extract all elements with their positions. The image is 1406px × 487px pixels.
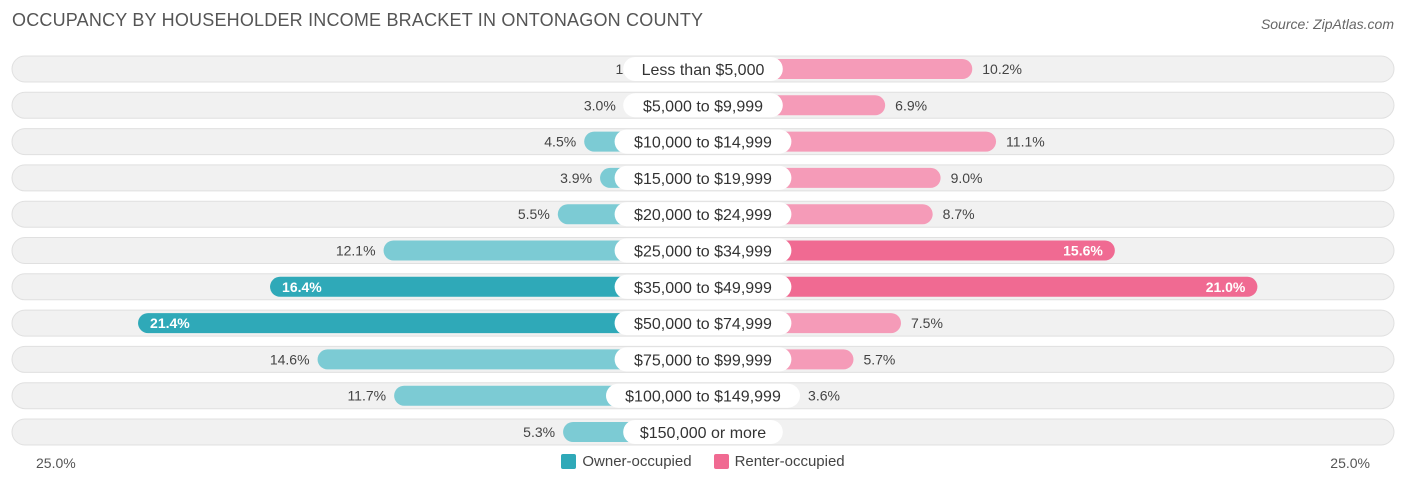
category-label: $50,000 to $74,999 bbox=[634, 316, 772, 333]
renter-value-label: 3.6% bbox=[808, 388, 840, 404]
owner-bar bbox=[270, 276, 703, 297]
legend-label-renter: Renter-occupied bbox=[734, 453, 845, 470]
legend-swatch-owner bbox=[561, 454, 577, 469]
category-label: $35,000 to $49,999 bbox=[634, 280, 772, 297]
category-pill bbox=[614, 347, 792, 372]
category-pill bbox=[614, 129, 792, 154]
owner-bar bbox=[138, 313, 704, 334]
renter-value-label: 15.6% bbox=[1063, 243, 1103, 259]
category-pill bbox=[614, 165, 792, 190]
category-label: Less than $5,000 bbox=[642, 62, 765, 79]
diverging-bar-chart: 1.8%10.2%Less than $5,0003.0%6.9%$5,000 … bbox=[11, 55, 1395, 446]
chart-title: OCCUPANCY BY HOUSEHOLDER INCOME BRACKET … bbox=[12, 10, 704, 30]
category-label: $15,000 to $19,999 bbox=[634, 171, 772, 188]
legend-swatch-renter bbox=[713, 454, 729, 469]
category-pill bbox=[623, 93, 783, 118]
owner-value-label: 5.5% bbox=[518, 206, 550, 222]
renter-value-label: 9.0% bbox=[951, 170, 983, 186]
category-label: $5,000 to $9,999 bbox=[643, 98, 763, 115]
category-pill bbox=[614, 311, 792, 336]
renter-value-label: 6.9% bbox=[895, 97, 927, 113]
owner-value-label: 3.0% bbox=[584, 97, 616, 113]
category-pill bbox=[623, 420, 783, 444]
category-pill bbox=[623, 57, 783, 81]
owner-value-label: 4.5% bbox=[544, 134, 576, 150]
renter-value-label: 8.7% bbox=[943, 206, 975, 222]
category-label: $25,000 to $34,999 bbox=[634, 244, 772, 261]
category-label: $150,000 or more bbox=[640, 425, 766, 442]
owner-value-label: 3.9% bbox=[560, 170, 592, 186]
legend-label-owner: Owner-occupied bbox=[582, 453, 692, 470]
owner-value-label: 21.4% bbox=[150, 315, 190, 331]
owner-value-label: 5.3% bbox=[523, 424, 555, 440]
renter-bar bbox=[703, 240, 1115, 261]
axis-max-label: 25.0% bbox=[1330, 455, 1370, 471]
renter-value-label: 7.5% bbox=[911, 315, 943, 331]
renter-value-label: 5.7% bbox=[863, 351, 895, 367]
owner-value-label: 11.7% bbox=[347, 388, 386, 404]
renter-value-label: 10.2% bbox=[982, 61, 1022, 77]
owner-value-label: 14.6% bbox=[270, 351, 310, 367]
category-pill bbox=[614, 274, 792, 299]
renter-value-label: 11.1% bbox=[1006, 134, 1045, 150]
renter-bar bbox=[703, 276, 1258, 297]
owner-bar bbox=[317, 349, 703, 370]
category-pill bbox=[606, 383, 800, 408]
owner-value-label: 16.4% bbox=[282, 279, 322, 295]
category-label: $100,000 to $149,999 bbox=[625, 389, 781, 406]
category-pill bbox=[614, 238, 792, 263]
axis-min-label: 25.0% bbox=[36, 455, 76, 471]
chart-legend: Owner-occupied Renter-occupied bbox=[0, 453, 1406, 470]
category-label: $75,000 to $99,999 bbox=[634, 352, 772, 369]
legend-item-renter: Renter-occupied bbox=[713, 453, 845, 470]
renter-value-label: 21.0% bbox=[1206, 279, 1246, 295]
legend-item-owner: Owner-occupied bbox=[561, 453, 692, 470]
category-pill bbox=[614, 202, 792, 227]
category-label: $10,000 to $14,999 bbox=[634, 135, 772, 152]
owner-value-label: 12.1% bbox=[336, 243, 376, 259]
chart-source: Source: ZipAtlas.com bbox=[1260, 16, 1394, 32]
category-label: $20,000 to $24,999 bbox=[634, 207, 772, 224]
